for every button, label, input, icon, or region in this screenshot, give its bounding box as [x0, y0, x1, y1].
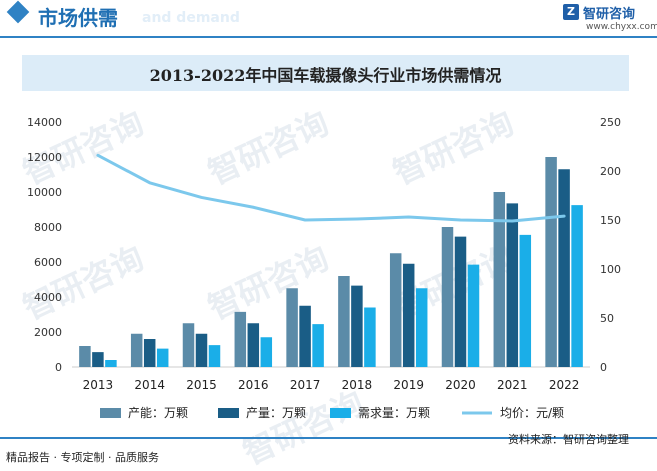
legend-swatch	[330, 408, 351, 418]
source-note: 资料来源：智研咨询整理	[508, 433, 629, 446]
x-tick-label: 2014	[134, 378, 165, 392]
x-tick-label: 2015	[186, 378, 217, 392]
y-right-tick-label: 250	[600, 116, 621, 129]
bar	[312, 324, 324, 367]
bar	[195, 333, 208, 367]
footer-tagline: 精品报告 · 专项定制 · 品质服务	[6, 451, 159, 464]
watermark-text: 智研咨询	[387, 104, 519, 193]
x-tick-label: 2016	[238, 378, 269, 392]
header-bar: and demand 市场供需 Z 智研咨询 www.chyxx.com	[0, 0, 657, 36]
legend-label: 产能：万颗	[128, 406, 188, 420]
y-left-tick-label: 6000	[34, 256, 62, 269]
bar	[558, 169, 570, 367]
y-left-tick-label: 4000	[34, 291, 62, 304]
bar	[92, 352, 104, 367]
y-left-tick-label: 8000	[34, 221, 62, 234]
y-right-tick-label: 100	[600, 263, 621, 276]
bar	[506, 203, 519, 367]
legend-swatch	[100, 408, 121, 418]
bar	[441, 227, 454, 367]
bar	[247, 323, 260, 367]
header-divider	[0, 36, 657, 38]
bar	[338, 276, 350, 367]
watermark-text: 智研咨询	[202, 104, 334, 193]
bar	[519, 234, 532, 367]
bar	[156, 348, 169, 367]
y-left-tick-label: 14000	[27, 116, 62, 129]
bar	[299, 305, 311, 367]
x-tick-label: 2013	[83, 378, 114, 392]
legend-label: 需求量：万颗	[358, 406, 430, 420]
bar	[143, 339, 156, 367]
y-left-tick-label: 10000	[27, 186, 62, 199]
price-line	[96, 153, 566, 223]
watermark-text: 智研咨询	[202, 239, 334, 328]
bar	[454, 236, 467, 367]
y-left-tick-label: 0	[55, 361, 62, 374]
x-tick-label: 2019	[393, 378, 424, 392]
x-tick-label: 2022	[549, 378, 580, 392]
bar	[286, 288, 298, 367]
footer-divider	[0, 437, 657, 439]
bar	[234, 311, 247, 367]
bar	[571, 205, 583, 367]
x-tick-label: 2021	[497, 378, 528, 392]
logo-icon: Z	[563, 4, 579, 20]
x-tick-label: 2020	[445, 378, 476, 392]
chart-title-box: 2013-2022年中国车载摄像头行业市场供需情况	[22, 55, 629, 91]
x-tick-label: 2018	[342, 378, 373, 392]
bar	[182, 323, 195, 367]
y-right-tick-label: 0	[600, 361, 607, 374]
watermark-text: 智研咨询	[17, 239, 149, 328]
bar	[493, 192, 506, 367]
bar	[402, 263, 415, 367]
bar	[260, 337, 273, 367]
legend-label: 产量：万颗	[246, 406, 306, 420]
logo-name: 智研咨询	[583, 7, 636, 22]
bar	[389, 253, 402, 367]
bar	[545, 157, 557, 367]
y-left-tick-label: 12000	[27, 151, 62, 164]
bar	[130, 333, 143, 367]
bar	[208, 345, 221, 367]
bar	[351, 285, 363, 367]
section-title: 市场供需	[38, 6, 118, 30]
y-right-tick-label: 200	[600, 165, 621, 178]
bar	[105, 360, 117, 367]
bar	[467, 264, 480, 367]
bar	[364, 307, 376, 367]
y-right-tick-label: 50	[600, 312, 614, 325]
legend-swatch	[218, 408, 239, 418]
y-left-tick-label: 2000	[34, 326, 62, 339]
bar	[415, 288, 428, 367]
x-tick-label: 2017	[290, 378, 321, 392]
legend-label: 均价：元/颗	[500, 406, 564, 420]
watermark-text: 智研咨询	[237, 384, 369, 471]
bar	[79, 346, 91, 367]
header-ghost-text: and demand	[142, 10, 240, 26]
chart-title: 2013-2022年中国车载摄像头行业市场供需情况	[149, 66, 502, 85]
y-right-tick-label: 150	[600, 214, 621, 227]
logo-url: www.chyxx.com	[586, 22, 657, 32]
